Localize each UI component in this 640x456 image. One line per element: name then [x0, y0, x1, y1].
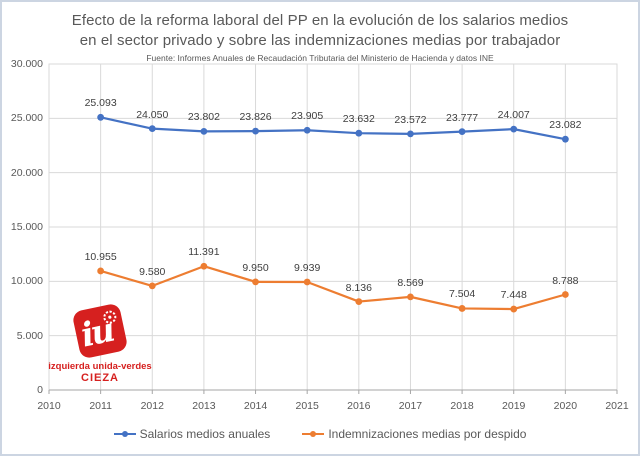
- chart-title-line2: en el sector privado y sobre las indemni…: [79, 32, 561, 49]
- data-label-0-2016: 23.632: [342, 113, 375, 126]
- data-label-0-2014: 23.826: [239, 111, 272, 124]
- data-label-1-2015: 9.939: [294, 261, 321, 274]
- data-point-1-2013: [200, 262, 208, 270]
- x-tick-label-2011: 2011: [89, 400, 112, 412]
- data-label-1-2016: 8.136: [345, 281, 372, 294]
- chart-source: Fuente: Informes Anuales de Recaudación …: [146, 53, 494, 63]
- y-tick-label-25.000: 25.000: [10, 112, 43, 125]
- data-label-0-2015: 23.905: [291, 110, 324, 123]
- legend-label-indemnizaciones: Indemnizaciones medias por despido: [328, 427, 527, 441]
- x-tick-label-2012: 2012: [140, 400, 164, 412]
- iu-logo: iu izquierda unida-verdes CIEZA: [48, 302, 152, 385]
- data-label-0-2020: 23.082: [549, 119, 582, 132]
- series-line-0: [99, 116, 567, 141]
- y-tick-label-10.000: 10.000: [10, 275, 43, 288]
- data-point-1-2015: [303, 278, 311, 286]
- data-label-0-2012: 24.050: [136, 108, 169, 121]
- data-label-0-2013: 23.802: [187, 111, 220, 124]
- data-label-1-2018: 7.504: [448, 288, 476, 301]
- data-label-1-2017: 8.569: [397, 276, 424, 289]
- data-label-1-2012: 9.580: [139, 265, 166, 278]
- x-tick-label-2014: 2014: [243, 400, 268, 412]
- data-label-1-2013: 11.391: [188, 246, 220, 259]
- y-tick-label-0: 0: [37, 384, 43, 396]
- data-point-0-2017: [407, 130, 414, 138]
- y-tick-label-20.000: 20.000: [10, 166, 43, 179]
- iu-logo-city: CIEZA: [81, 372, 119, 384]
- x-tick-label-2020: 2020: [553, 400, 578, 412]
- chart-title: Efecto de la reforma laboral del PP en l…: [2, 11, 638, 51]
- y-tick-label-30.000: 30.000: [10, 58, 43, 70]
- data-point-1-2018: [458, 305, 466, 312]
- iu-logo-mark: iu: [71, 302, 129, 360]
- data-point-0-2020: [561, 135, 569, 143]
- data-point-0-2019: [510, 125, 518, 133]
- x-tick-label-2010: 2010: [37, 400, 61, 412]
- legend: Salarios medios anuales Indemnizaciones …: [2, 427, 638, 441]
- data-point-0-2011: [97, 113, 105, 121]
- x-tick-label-2018: 2018: [450, 400, 474, 412]
- y-tick-label-15.000: 15.000: [10, 221, 43, 233]
- x-tick-label-2013: 2013: [192, 400, 216, 412]
- chart-title-line1: Efecto de la reforma laboral del PP en l…: [71, 12, 569, 29]
- data-point-0-2012: [148, 125, 156, 133]
- legend-item-indemnizaciones: Indemnizaciones medias por despido: [302, 427, 526, 441]
- data-point-1-2020: [561, 291, 569, 298]
- legend-marker-indemnizaciones: [302, 430, 325, 438]
- x-tick-label-2019: 2019: [502, 400, 526, 412]
- data-point-1-2016: [355, 298, 363, 305]
- data-label-0-2011: 25.093: [84, 97, 117, 110]
- y-tick-label-5.000: 5.000: [16, 329, 43, 342]
- data-label-1-2020: 8.788: [552, 274, 579, 287]
- data-label-1-2014: 9.950: [242, 261, 269, 274]
- x-tick-label-2017: 2017: [398, 400, 423, 412]
- data-point-1-2012: [148, 282, 156, 290]
- series-line-1: [99, 265, 567, 311]
- iu-logo-text: izquierda unida-verdes: [48, 361, 152, 372]
- data-point-0-2014: [252, 127, 259, 135]
- data-point-0-2013: [200, 127, 208, 135]
- data-label-0-2017: 23.572: [394, 113, 427, 126]
- x-tick-label-2016: 2016: [347, 400, 371, 412]
- x-tick-label-2021: 2021: [605, 400, 629, 412]
- data-point-0-2018: [458, 128, 466, 136]
- data-point-0-2016: [355, 129, 363, 137]
- data-label-1-2011: 10.955: [84, 250, 117, 263]
- data-point-0-2015: [303, 126, 311, 134]
- x-tick-label-2015: 2015: [295, 400, 319, 412]
- data-point-1-2014: [252, 278, 259, 286]
- sun-gear-icon: [103, 310, 117, 324]
- data-label-0-2018: 23.777: [446, 111, 479, 124]
- data-point-1-2011: [97, 267, 105, 275]
- legend-label-salarios: Salarios medios anuales: [139, 427, 271, 441]
- data-label-0-2019: 24.007: [497, 109, 530, 122]
- data-point-1-2019: [510, 305, 518, 313]
- data-point-1-2017: [407, 293, 414, 301]
- legend-item-salarios: Salarios medios anuales: [113, 427, 271, 441]
- legend-marker-salarios: [113, 430, 136, 438]
- data-label-1-2019: 7.448: [500, 289, 527, 302]
